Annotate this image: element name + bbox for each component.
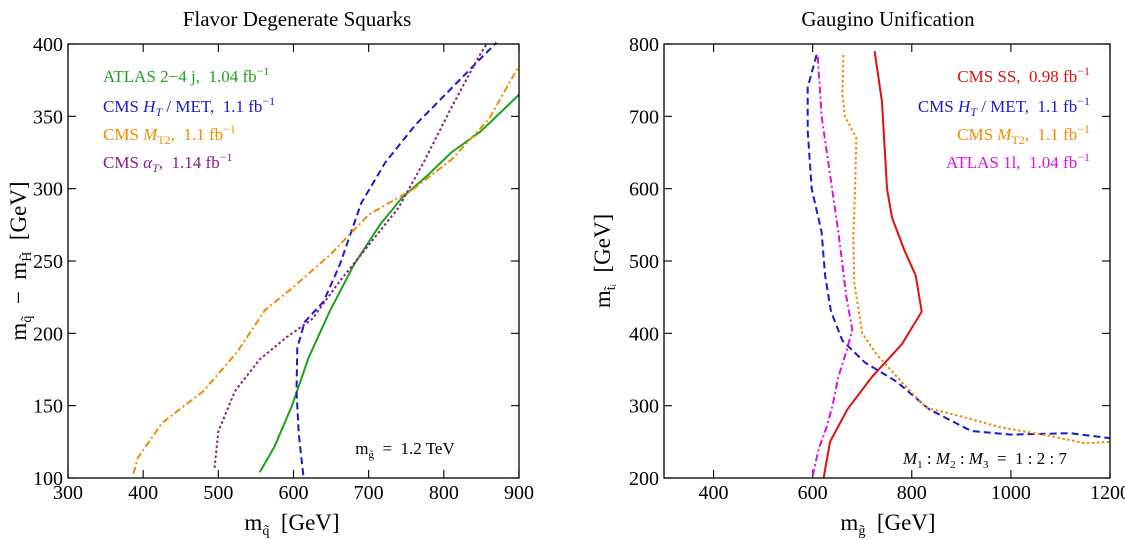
left-panel: Flavor Degenerate Squarks 300 400 500 600 70… — [6, 7, 534, 539]
legend: ATLAS 2−4 j, 1.04 fb−1 CMS HT / MET, 1.1… — [103, 64, 275, 175]
y-tick-label: 250 — [33, 251, 63, 273]
legend-entry: CMS SS, 0.98 fb−1 — [957, 64, 1090, 86]
legend: CMS SS, 0.98 fb−1 CMS HT / MET, 1.1 fb−1… — [918, 64, 1090, 172]
x-axis-label: mq̃ [GeV] — [244, 510, 339, 539]
series-line — [806, 54, 1111, 440]
y-tick-label: 800 — [629, 34, 659, 56]
y-tick-label: 600 — [629, 179, 659, 201]
legend-entry: ATLAS 2−4 j, 1.04 fb−1 — [103, 64, 269, 86]
y-tick-label: 350 — [33, 106, 63, 128]
series-line — [258, 93, 520, 473]
legend-entry: CMS MT2, 1.1 fb−1 — [103, 122, 236, 147]
y-tick-label: 200 — [629, 468, 659, 490]
tick-group: 300 400 500 600 700 800 900 100 150 200 250 300 350 4… — [33, 34, 534, 504]
series-line — [811, 54, 854, 477]
x-tick-label: 600 — [279, 482, 309, 504]
right-panel: Gaugino Unification 400 600 800 1000 1200 200… — [590, 7, 1125, 539]
x-axis-label: mg̃ [GeV] — [840, 510, 935, 539]
x-tick-label: 400 — [699, 482, 729, 504]
x-tick-label: 800 — [429, 482, 459, 504]
series-line — [841, 54, 1111, 445]
series-group — [806, 51, 1111, 479]
legend-entry: CMS HT / MET, 1.1 fb−1 — [103, 94, 275, 119]
y-tick-label: 200 — [33, 323, 63, 345]
legend-entry: ATLAS 1l, 1.04 fb−1 — [946, 150, 1090, 172]
y-tick-label: 300 — [33, 179, 63, 201]
y-tick-label: 400 — [629, 323, 659, 345]
x-tick-label: 900 — [504, 482, 534, 504]
y-tick-label: 150 — [33, 396, 63, 418]
y-tick-label: 400 — [33, 34, 63, 56]
chart-title: Flavor Degenerate Squarks — [183, 7, 412, 31]
plot-frame — [663, 43, 1111, 479]
series-line — [295, 41, 498, 476]
series-line — [132, 65, 520, 474]
x-tick-label: 1200 — [1090, 482, 1125, 504]
series-line — [213, 42, 489, 469]
plot-frame — [67, 43, 520, 479]
x-tick-label: 1000 — [991, 482, 1031, 504]
annotation: M1 : M2 : M3 = 1 : 2 : 7 — [902, 449, 1068, 471]
y-tick-label: 300 — [629, 396, 659, 418]
legend-entry: CMS αT, 1.14 fb−1 — [103, 150, 233, 175]
tick-group: 400 600 800 1000 1200 200 300 400 500 600 700 800 — [629, 34, 1125, 504]
legend-entry: CMS MT2, 1.1 fb−1 — [957, 122, 1090, 147]
legend-entry: CMS HT / MET, 1.1 fb−1 — [918, 94, 1090, 119]
series-group — [132, 41, 520, 476]
x-tick-label: 300 — [53, 482, 83, 504]
y-tick-label: 700 — [629, 106, 659, 128]
chart-title: Gaugino Unification — [801, 7, 975, 31]
y-axis-label: mq̃ − mH̃ [GeV] — [6, 181, 35, 340]
x-tick-label: 600 — [798, 482, 828, 504]
x-tick-label: 700 — [354, 482, 384, 504]
series-line — [822, 51, 923, 479]
x-tick-label: 800 — [897, 482, 927, 504]
y-tick-label: 500 — [629, 251, 659, 273]
y-axis-label: mt̃ᵢ [GeV] — [590, 214, 619, 308]
y-tick-label: 100 — [33, 468, 63, 490]
annotation: mg̃ = 1.2 TeV — [355, 439, 455, 461]
x-tick-label: 400 — [128, 482, 158, 504]
x-tick-label: 500 — [203, 482, 233, 504]
